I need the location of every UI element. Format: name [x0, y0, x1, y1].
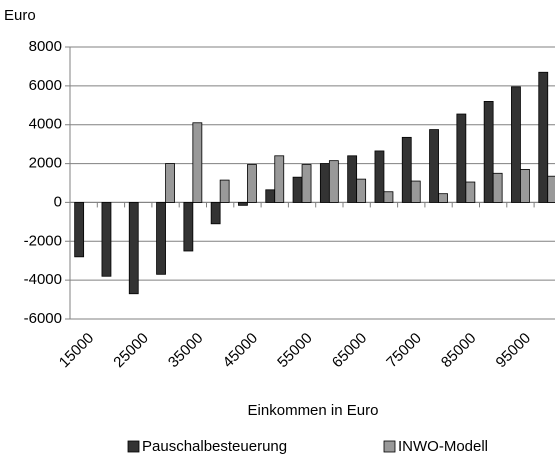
y-tick-label: -6000 — [24, 310, 62, 327]
x-tick-label: 75000 — [383, 330, 425, 372]
bar — [492, 172, 503, 203]
bar — [410, 180, 421, 203]
bar — [265, 189, 276, 203]
x-tick-label: 65000 — [329, 330, 371, 372]
bar — [547, 175, 555, 203]
legend-swatch — [127, 440, 140, 453]
x-tick-label: 25000 — [110, 330, 152, 372]
bar — [74, 202, 85, 258]
y-tick-label: 4000 — [29, 116, 62, 133]
bar — [465, 181, 476, 203]
bar — [456, 113, 467, 203]
x-tick-label: 45000 — [220, 330, 262, 372]
bar — [183, 202, 194, 252]
bar — [192, 122, 203, 203]
bar — [483, 101, 494, 203]
x-tick-label: 35000 — [165, 330, 207, 372]
bar — [438, 193, 448, 203]
y-tick-label: 8000 — [29, 38, 62, 55]
bar — [219, 179, 230, 203]
bar — [165, 163, 175, 203]
bar — [383, 191, 394, 203]
bar — [328, 160, 339, 203]
x-axis-label: Einkommen in Euro — [248, 402, 379, 419]
bar — [319, 163, 330, 203]
bar — [511, 86, 521, 203]
x-tick-label: 85000 — [438, 330, 480, 372]
y-tick-label: 2000 — [29, 155, 62, 172]
bar — [520, 168, 530, 203]
y-tick-label: -2000 — [24, 232, 62, 249]
bar — [538, 71, 549, 203]
bar — [274, 155, 285, 203]
bar — [429, 129, 439, 203]
y-axis-label: Euro — [4, 7, 36, 24]
y-tick-label: 0 — [54, 193, 62, 210]
bar — [301, 164, 312, 203]
bar — [156, 202, 166, 275]
legend-label: INWO-Modell — [398, 438, 488, 455]
y-tick-label: 6000 — [29, 77, 62, 94]
legend-label: Pauschalbesteuerung — [142, 438, 287, 455]
bar — [210, 202, 221, 225]
bar — [401, 136, 412, 203]
x-tick-label: 15000 — [56, 330, 98, 372]
bar — [101, 202, 112, 277]
legend-swatch — [383, 440, 396, 453]
bar — [374, 150, 385, 203]
bar — [238, 202, 248, 206]
bar — [247, 164, 257, 203]
y-tick-label: -4000 — [24, 271, 62, 288]
bar — [347, 155, 358, 203]
bar — [128, 202, 139, 295]
bar — [356, 178, 367, 203]
x-tick-label: 55000 — [274, 330, 316, 372]
bar — [292, 176, 303, 203]
x-tick-label: 95000 — [493, 330, 535, 372]
